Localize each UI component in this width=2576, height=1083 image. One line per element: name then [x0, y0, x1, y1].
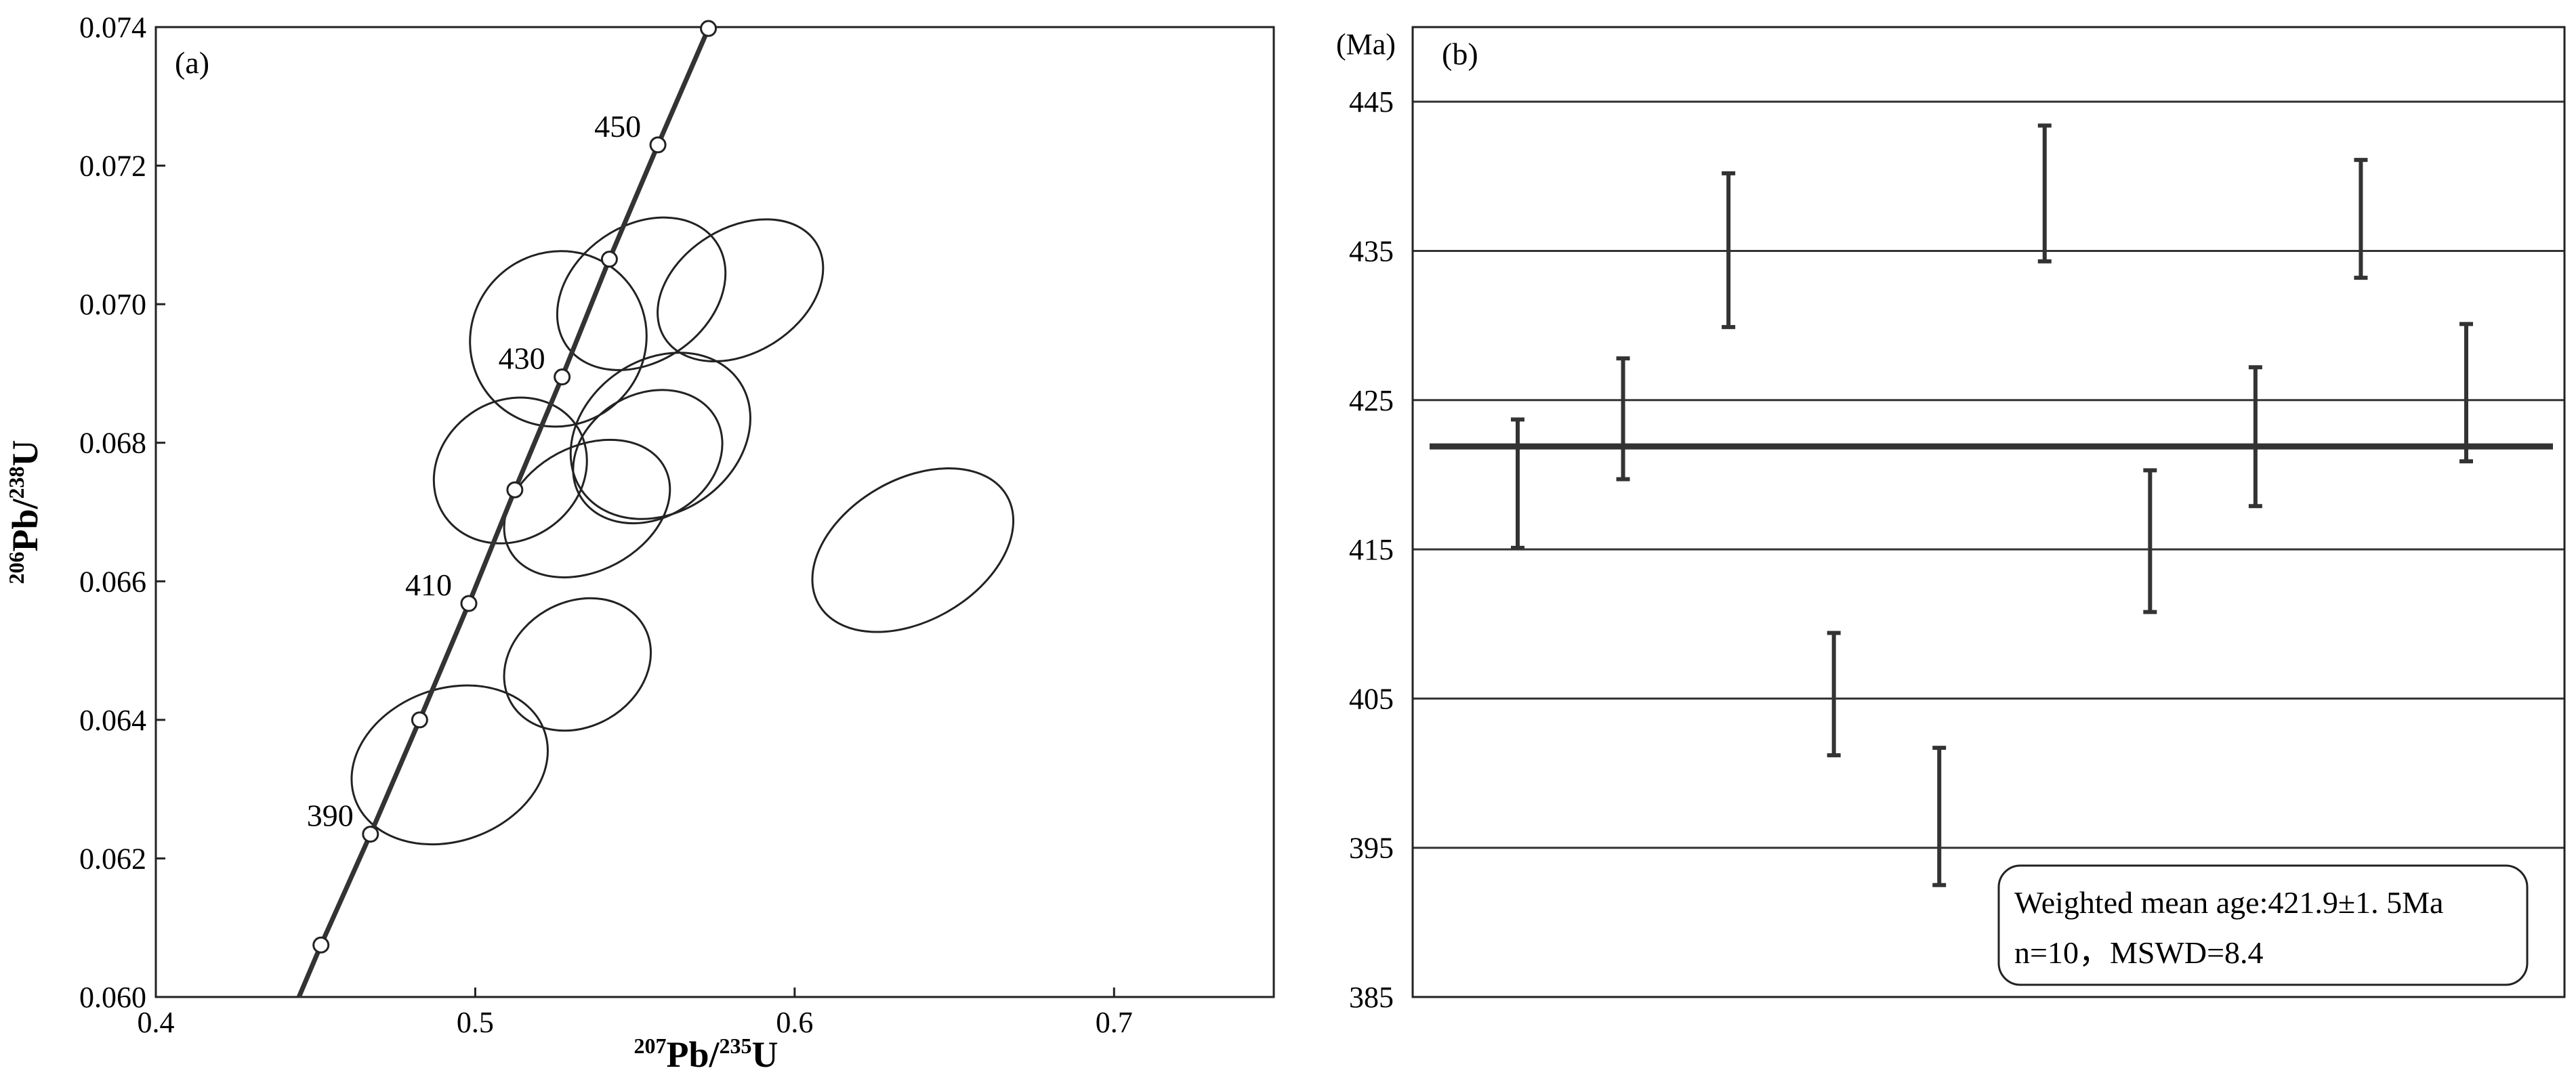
tick-labels-b: 385 395 405 415 425 435 445 [1349, 85, 1394, 1014]
age-label: 430 [499, 341, 545, 376]
x-tick-label: 0.7 [1096, 1006, 1133, 1039]
concordia-age-marker [411, 711, 428, 729]
tick-labels-a: 0.4 0.5 0.6 0.7 0.060 0.062 0.064 0.066 0.068 0.0… [79, 11, 1133, 1039]
x-label-base1: Pb/ [666, 1034, 720, 1075]
weighted-mean-panel: 385 395 405 415 425 435 445 (b) (Ma) Weighted … [1336, 26, 2566, 1014]
y-tick-label-b: 415 [1349, 533, 1394, 566]
plot-frame-a [154, 26, 1275, 998]
gridlines-b [1413, 100, 2564, 998]
error-ellipse [503, 438, 671, 578]
concordia-age-marker [506, 481, 524, 498]
age-label: 390 [307, 799, 354, 833]
y-label-base2: U [5, 440, 45, 466]
y-label-sup1: 206 [4, 552, 28, 585]
y-tick-label-b: 385 [1349, 981, 1394, 1014]
y-label-base1: Pb/ [5, 498, 45, 551]
x-tick-label: 0.5 [457, 1006, 494, 1039]
error-ellipse [569, 352, 751, 520]
x-tick-label: 0.4 [138, 1006, 175, 1039]
plot-frame-b [1411, 26, 2566, 998]
concordia-age-marker [554, 368, 571, 386]
y-tick-label: 0.066 [79, 565, 146, 598]
error-ellipse [556, 216, 727, 371]
y-axis-label: 206Pb/238U [4, 440, 45, 584]
panel-label-a: (a) [175, 45, 209, 80]
error-ellipse [432, 396, 588, 545]
error-ellipse [350, 684, 549, 846]
error-ellipse [503, 597, 652, 732]
y-tick-label: 0.070 [79, 288, 146, 321]
y-tick-label: 0.068 [79, 427, 146, 460]
ellipse-group [350, 216, 1015, 846]
y-label-sup2: 238 [4, 466, 28, 498]
concordia-age-marker [649, 136, 667, 154]
y-tick-label-b: 435 [1349, 234, 1394, 268]
x-axis-label: 207Pb/235U [633, 1034, 778, 1075]
y-tick-label-b: 425 [1349, 384, 1394, 417]
axis-ticks-a [154, 26, 1115, 998]
concordia-curve [296, 27, 711, 998]
concordia-age-marker [312, 936, 330, 954]
legend-line-1: Weighted mean age:421.9±1. 5Ma [2014, 885, 2443, 920]
y-tick-label-b: 445 [1349, 85, 1394, 119]
age-label: 410 [405, 568, 452, 602]
x-label-base2: U [752, 1034, 778, 1075]
x-label-sup1: 207 [633, 1034, 666, 1058]
panel-label-b: (b) [1442, 37, 1478, 71]
y-tick-label: 0.064 [79, 704, 146, 737]
error-ellipse [811, 467, 1015, 633]
concordia-age-marker [600, 251, 618, 268]
concordia-age-marker [460, 595, 478, 612]
concordia-panel: 390 410 430 450 0.4 0.5 0.6 0.7 0.060 0.062 0.064… [4, 11, 1275, 1075]
y-tick-label-b: 405 [1349, 682, 1394, 715]
y-tick-label: 0.072 [79, 150, 146, 183]
y-axis-unit-b: (Ma) [1336, 28, 1396, 61]
x-tick-label: 0.6 [776, 1006, 813, 1039]
error-ellipse [572, 389, 724, 525]
y-tick-label-b: 395 [1349, 832, 1394, 865]
concordia-group: 390 410 430 450 [296, 20, 718, 998]
error-bar-group [1511, 123, 2473, 887]
y-tick-label: 0.060 [79, 981, 146, 1014]
y-tick-label: 0.062 [79, 842, 146, 875]
x-label-sup2: 235 [720, 1034, 752, 1058]
error-ellipse [657, 218, 825, 363]
error-ellipse [469, 250, 648, 428]
age-label: 450 [594, 109, 641, 144]
legend-box: Weighted mean age:421.9±1. 5Ma n=10，MSWD… [1997, 864, 2529, 986]
legend-frame [1997, 864, 2529, 986]
concordia-age-marker [362, 826, 379, 843]
legend-line-2: n=10，MSWD=8.4 [2014, 935, 2264, 970]
y-tick-label: 0.074 [79, 11, 146, 44]
concordia-age-marker [700, 20, 718, 37]
